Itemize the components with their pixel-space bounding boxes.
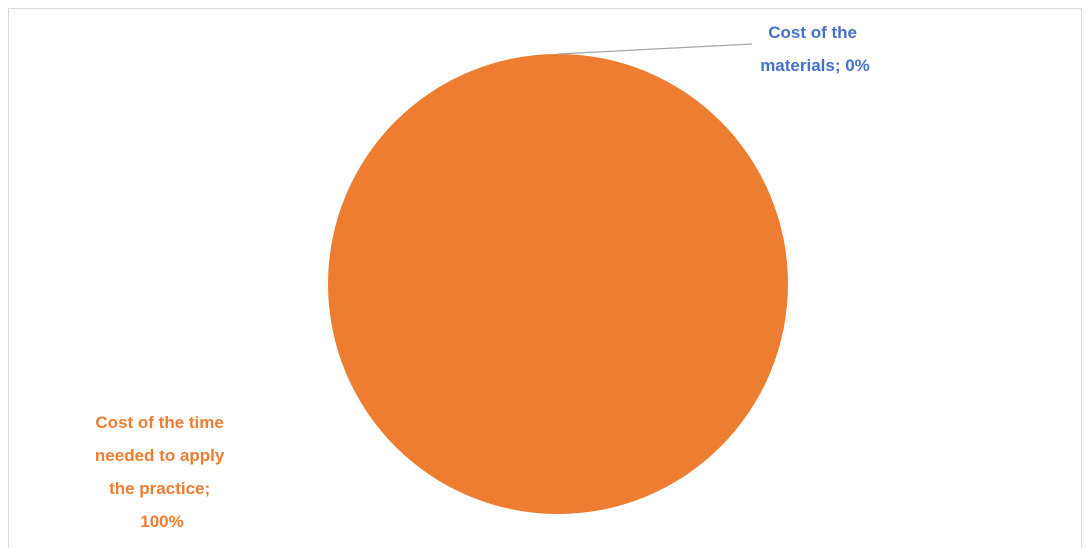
chart-frame — [8, 8, 1082, 548]
data-label-materials-line-1: Cost of the — [768, 23, 857, 42]
data-label-time-line-4: 100% — [140, 512, 183, 531]
data-label-time-line-2: needed to apply — [95, 446, 225, 465]
data-label-materials: Cost of the materials; 0% — [760, 23, 870, 75]
pie-slices — [328, 54, 788, 514]
data-label-time-line-3: the practice; — [109, 479, 210, 498]
data-label-materials-line-2: materials; 0% — [760, 56, 870, 75]
data-label-time: Cost of the time needed to apply the pra… — [95, 413, 229, 531]
pie-slice-1 — [328, 54, 788, 514]
data-label-time-line-1: Cost of the time — [95, 413, 223, 432]
leader-line-materials — [557, 43, 753, 55]
